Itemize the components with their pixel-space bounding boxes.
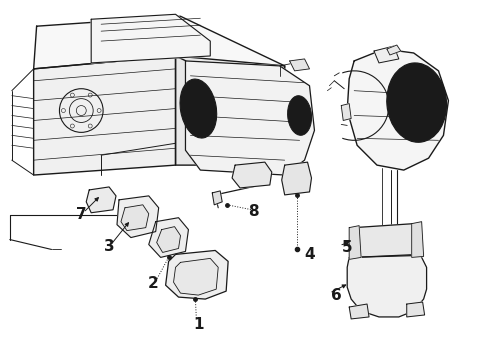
Text: 7: 7: [76, 207, 87, 222]
Ellipse shape: [387, 63, 446, 142]
Text: 2: 2: [147, 276, 158, 291]
Ellipse shape: [180, 79, 217, 138]
Polygon shape: [166, 251, 228, 299]
Polygon shape: [347, 255, 427, 317]
Polygon shape: [341, 104, 351, 121]
Polygon shape: [175, 56, 285, 165]
Polygon shape: [387, 45, 401, 55]
Polygon shape: [34, 16, 285, 105]
Polygon shape: [374, 46, 399, 63]
Polygon shape: [407, 302, 425, 317]
Polygon shape: [157, 227, 180, 252]
Text: 1: 1: [193, 318, 204, 332]
Polygon shape: [121, 205, 149, 231]
Text: 5: 5: [342, 240, 352, 255]
Ellipse shape: [288, 96, 312, 135]
Polygon shape: [347, 49, 448, 170]
Polygon shape: [349, 224, 420, 257]
Text: 3: 3: [104, 239, 114, 254]
Text: 8: 8: [248, 204, 259, 219]
Polygon shape: [349, 304, 369, 319]
Polygon shape: [282, 162, 312, 195]
Ellipse shape: [397, 75, 437, 130]
Polygon shape: [34, 56, 175, 175]
Polygon shape: [349, 226, 361, 260]
Polygon shape: [232, 162, 272, 188]
Polygon shape: [91, 14, 210, 63]
Text: 6: 6: [331, 288, 342, 303]
Polygon shape: [412, 222, 424, 257]
Polygon shape: [212, 191, 222, 205]
Text: 4: 4: [304, 247, 315, 262]
Polygon shape: [185, 61, 315, 175]
Polygon shape: [117, 196, 159, 238]
Polygon shape: [173, 258, 218, 295]
Polygon shape: [290, 59, 310, 71]
Polygon shape: [149, 218, 189, 257]
Polygon shape: [86, 187, 116, 213]
